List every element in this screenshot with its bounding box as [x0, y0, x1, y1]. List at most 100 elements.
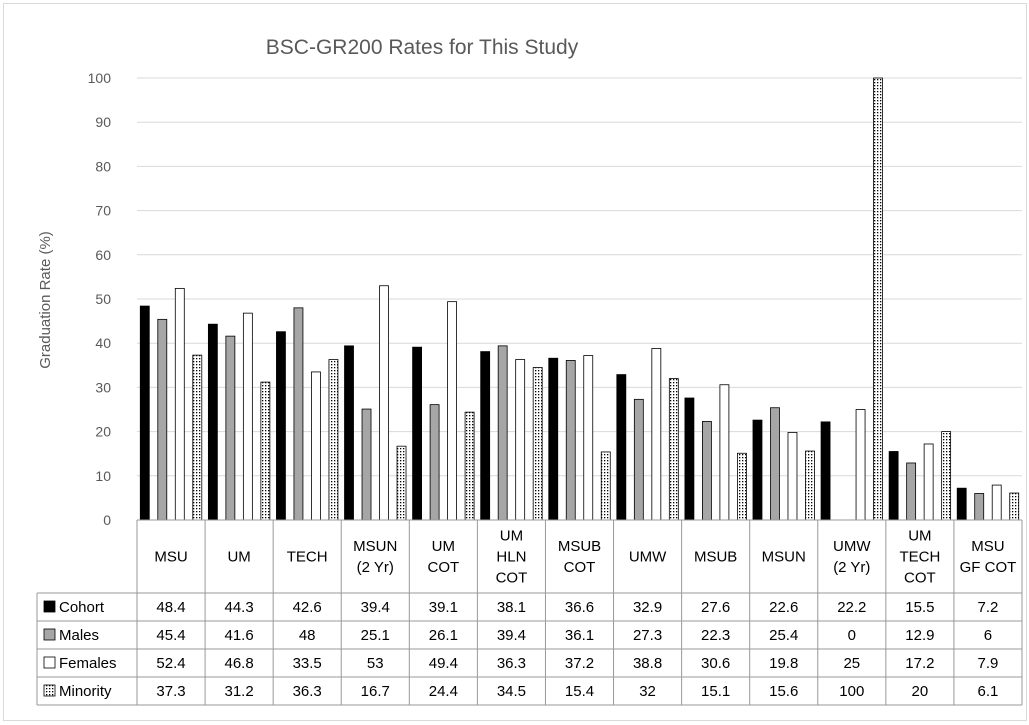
category-label: MSUN [353, 538, 397, 555]
legend-label: Females [59, 655, 117, 672]
data-table-cell: 48 [299, 627, 316, 644]
legend-label: Minority [59, 683, 112, 700]
data-table-cell: 37.3 [156, 683, 185, 700]
data-table-cell: 25 [843, 655, 860, 672]
bar-males [565, 360, 576, 521]
y-tick-label: 30 [95, 379, 111, 395]
data-table-cell: 36.1 [565, 627, 594, 644]
data-table-cell: 20 [912, 683, 929, 700]
y-tick-label: 20 [95, 424, 111, 440]
bar-minority [532, 367, 543, 521]
data-table-cell: 52.4 [156, 655, 185, 672]
data-table-cell: 42.6 [293, 599, 322, 616]
bar-males [906, 462, 917, 521]
data-table-cell: 36.6 [565, 599, 594, 616]
data-table-cell: 24.4 [429, 683, 458, 700]
data-table-cell: 44.3 [225, 599, 254, 616]
bar-minority [260, 381, 271, 521]
bar-females [719, 384, 730, 521]
data-table-cell: 53 [367, 655, 384, 672]
chart-title: BSC-GR200 Rates for This Study [266, 36, 579, 59]
y-tick-labels: 0 10 20 30 40 50 60 70 80 90 100 [88, 70, 112, 528]
bar-cohort [207, 323, 218, 521]
data-table-cell: 6 [984, 627, 992, 644]
category-label: GF COT [960, 559, 1017, 576]
bar-minority [464, 411, 475, 521]
bar-cohort [752, 419, 763, 521]
data-table-cell: 22.3 [701, 627, 730, 644]
bar-cohort [344, 345, 354, 521]
bar-minority [941, 431, 952, 521]
category-label: HLN [496, 549, 526, 566]
data-table-cell: 32 [639, 683, 656, 700]
data-table-cell: 22.6 [769, 599, 798, 616]
bar-minority [328, 359, 339, 521]
bar-minority [1009, 492, 1020, 521]
bar-minority [873, 77, 883, 521]
data-table-cell: 39.4 [497, 627, 526, 644]
legend-key-females [43, 656, 56, 669]
bar-females [855, 409, 866, 521]
bar-minority [396, 445, 407, 521]
bar-chart: BSC-GR200 Rates for This Study Graduatio… [36, 36, 1023, 706]
category-label: UM [500, 528, 523, 545]
y-tick-label: 100 [88, 70, 112, 86]
bar-cohort [684, 397, 695, 521]
bar-females [923, 443, 934, 521]
data-table-cell: 26.1 [429, 627, 458, 644]
data-table-cell: 15.5 [905, 599, 934, 616]
bar-cohort [412, 346, 422, 521]
bar-males [974, 493, 985, 521]
category-label: UMW [629, 549, 667, 566]
category-label: MSUN [762, 549, 806, 566]
data-table-cell: 27.6 [701, 599, 730, 616]
bar-females [447, 301, 457, 521]
bar-males [633, 398, 644, 521]
category-label: UM [432, 538, 455, 555]
bar-cohort [956, 487, 967, 521]
data-table: MSU UM TECH MSUN (2 Yr) UM COT UM HLN COT MSUB COT U… [36, 519, 1023, 706]
y-tick-label: 90 [95, 114, 111, 130]
category-label: COT [428, 559, 460, 576]
bar-cohort [480, 351, 491, 521]
category-label: COT [564, 559, 596, 576]
category-label: COT [904, 570, 936, 587]
y-tick-label: 10 [95, 468, 111, 484]
bar-cohort [139, 305, 150, 521]
bar-minority [600, 451, 611, 521]
data-table-cell: 7.9 [978, 655, 999, 672]
data-table-cell: 31.2 [225, 683, 254, 700]
data-table-cell: 0 [848, 627, 856, 644]
y-tick-label: 40 [95, 335, 111, 351]
y-tick-label: 50 [95, 291, 111, 307]
bar-males [361, 408, 372, 521]
data-table-cell: 34.5 [497, 683, 526, 700]
data-table-cell: 32.9 [633, 599, 662, 616]
data-table-cell: 15.1 [701, 683, 730, 700]
data-table-cell: 6.1 [978, 683, 999, 700]
data-table-cell: 25.4 [769, 627, 798, 644]
chart-frame: BSC-GR200 Rates for This Study Graduatio… [3, 3, 1027, 721]
category-label: TECH [899, 549, 940, 566]
category-label: (2 Yr) [833, 559, 870, 576]
bar-females [515, 359, 526, 521]
legend-label: Males [59, 627, 99, 644]
data-table-cell: 17.2 [905, 655, 934, 672]
data-table-cell: 38.1 [497, 599, 526, 616]
bar-males [702, 421, 712, 521]
bar-males [497, 345, 508, 521]
bar-minority [737, 452, 747, 521]
bar-cohort [888, 451, 899, 521]
bar-females [242, 312, 253, 521]
category-label: (2 Yr) [357, 559, 394, 576]
category-label: COT [496, 570, 528, 587]
bar-males [429, 404, 440, 521]
category-label: UMW [833, 538, 871, 555]
bar-females [311, 371, 321, 521]
bar-males [770, 407, 780, 521]
bar-cohort [820, 421, 831, 521]
data-table-cell: 39.1 [429, 599, 458, 616]
y-tick-label: 0 [103, 512, 111, 528]
legend-key-males [43, 628, 56, 641]
y-tick-label: 80 [95, 158, 111, 174]
